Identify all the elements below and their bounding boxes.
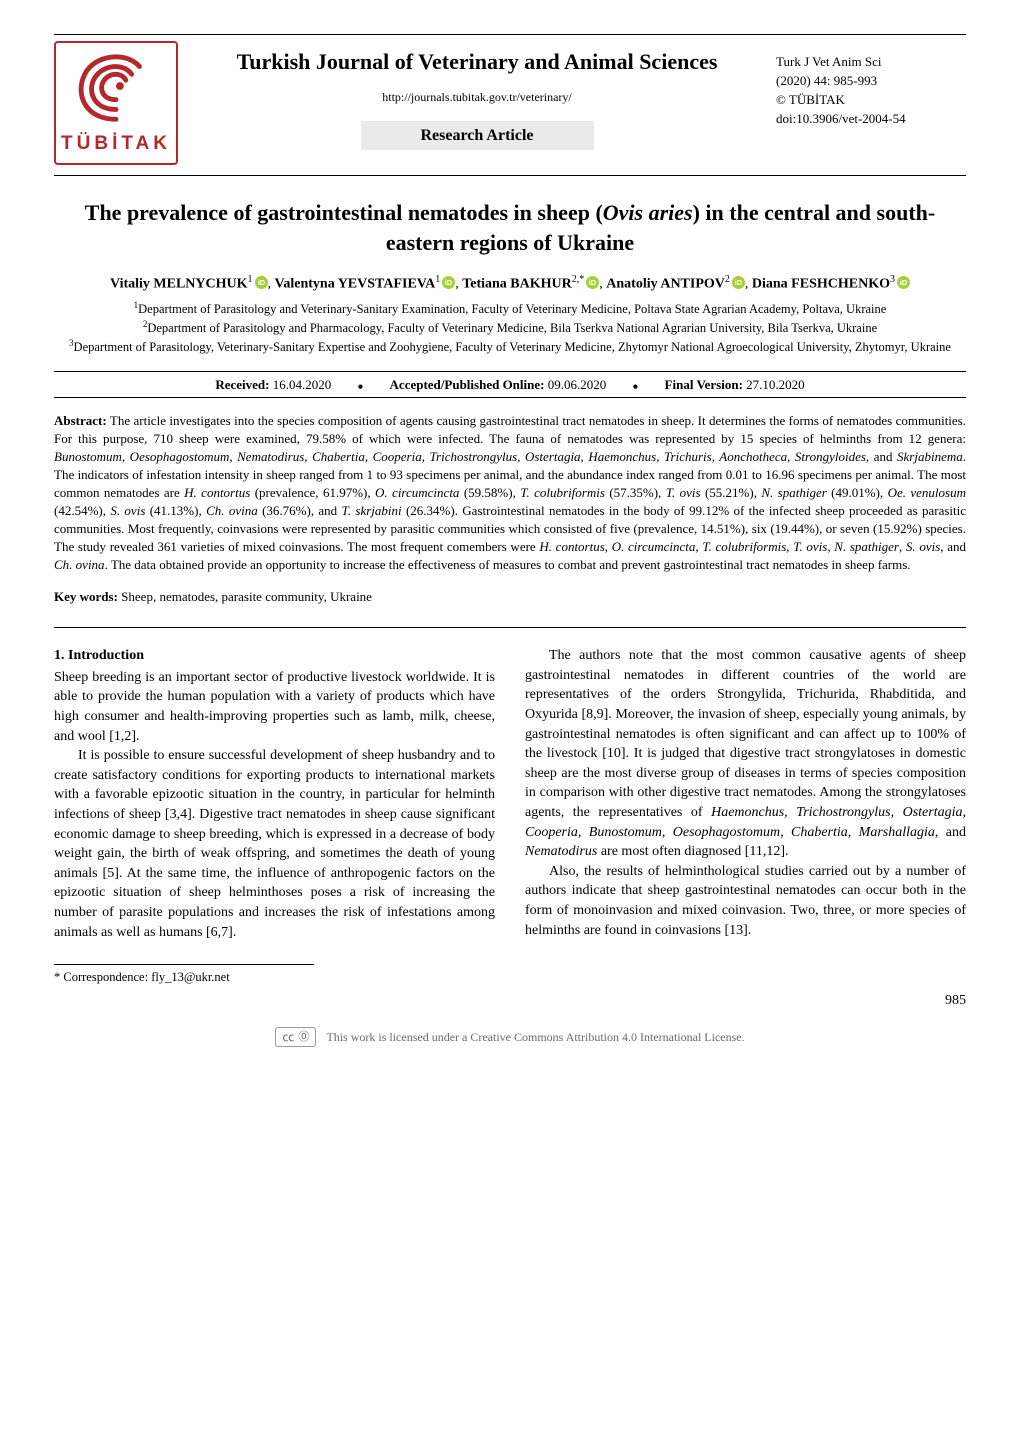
column-right: The authors note that the most common ca… bbox=[525, 646, 966, 942]
correspondence-footnote: * Correspondence: fly_13@ukr.net bbox=[54, 969, 966, 986]
svg-text:iD: iD bbox=[735, 278, 743, 287]
affiliations: 1Department of Parasitology and Veterina… bbox=[54, 299, 966, 357]
copyright-line: © TÜBİTAK bbox=[776, 91, 966, 110]
affiliation-1: Department of Parasitology and Veterinar… bbox=[138, 302, 886, 316]
svg-text:iD: iD bbox=[257, 278, 265, 287]
rule-below-dates bbox=[54, 397, 966, 398]
svg-text:iD: iD bbox=[445, 278, 453, 287]
article-type-badge: Research Article bbox=[361, 121, 594, 151]
authors-line: Vitaliy MELNYCHUK1iD, Valentyna YEVSTAFI… bbox=[54, 273, 966, 295]
abstract-label: Abstract: bbox=[54, 413, 107, 428]
intro-para-4: Also, the results of helminthological st… bbox=[525, 862, 966, 940]
publisher-name: TÜBİTAK bbox=[56, 131, 176, 157]
citation-issue-pages: (2020) 44: 985-993 bbox=[776, 72, 966, 91]
final-date: 27.10.2020 bbox=[746, 377, 805, 392]
citation-journal-abbrev: Turk J Vet Anim Sci bbox=[776, 53, 966, 72]
intro-para-2: It is possible to ensure successful deve… bbox=[54, 746, 495, 942]
affiliation-3: Department of Parasitology, Veterinary-S… bbox=[74, 341, 951, 355]
cc-badge-icon: ㏄⓪ bbox=[275, 1027, 316, 1047]
rule-under-header bbox=[54, 175, 966, 176]
abstract: Abstract: The article investigates into … bbox=[54, 412, 966, 573]
svg-text:iD: iD bbox=[900, 278, 908, 287]
journal-header: TÜBİTAK Turkish Journal of Veterinary an… bbox=[54, 41, 966, 165]
journal-url[interactable]: http://journals.tubitak.gov.tr/veterinar… bbox=[196, 89, 758, 105]
accepted-date: 09.06.2020 bbox=[548, 377, 607, 392]
keywords: Key words: Sheep, nematodes, parasite co… bbox=[54, 588, 966, 606]
received-date: 16.04.2020 bbox=[273, 377, 332, 392]
intro-para-1: Sheep breeding is an important sector of… bbox=[54, 668, 495, 746]
journal-title: Turkish Journal of Veterinary and Animal… bbox=[196, 47, 758, 77]
received-label: Received: bbox=[215, 377, 269, 392]
license-line: ㏄⓪ This work is licensed under a Creativ… bbox=[54, 1027, 966, 1047]
keywords-label: Key words: bbox=[54, 589, 118, 604]
rule-top bbox=[54, 34, 966, 35]
citation-block: Turk J Vet Anim Sci (2020) 44: 985-993 ©… bbox=[776, 41, 966, 128]
rule-below-abstract bbox=[54, 627, 966, 628]
article-title: The prevalence of gastrointestinal nemat… bbox=[64, 198, 956, 257]
column-left: 1. Introduction Sheep breeding is an imp… bbox=[54, 646, 495, 942]
final-label: Final Version: bbox=[665, 377, 743, 392]
body-columns: 1. Introduction Sheep breeding is an imp… bbox=[54, 646, 966, 942]
doi: doi:10.3906/vet-2004-54 bbox=[776, 110, 966, 129]
section-heading-introduction: 1. Introduction bbox=[54, 646, 495, 666]
footnote-rule bbox=[54, 964, 314, 965]
keywords-text: Sheep, nematodes, parasite community, Uk… bbox=[121, 589, 372, 604]
publisher-logo: TÜBİTAK bbox=[54, 41, 178, 165]
accepted-label: Accepted/Published Online: bbox=[390, 377, 545, 392]
license-text: This work is licensed under a Creative C… bbox=[326, 1029, 744, 1045]
species-italic: Ovis aries bbox=[603, 200, 693, 225]
affiliation-2: Department of Parasitology and Pharmacol… bbox=[147, 321, 877, 335]
history-dates: Received: 16.04.2020 • Accepted/Publishe… bbox=[54, 372, 966, 398]
logo-swirl-icon bbox=[66, 43, 166, 131]
page-number: 985 bbox=[54, 992, 966, 1011]
svg-text:iD: iD bbox=[589, 278, 597, 287]
